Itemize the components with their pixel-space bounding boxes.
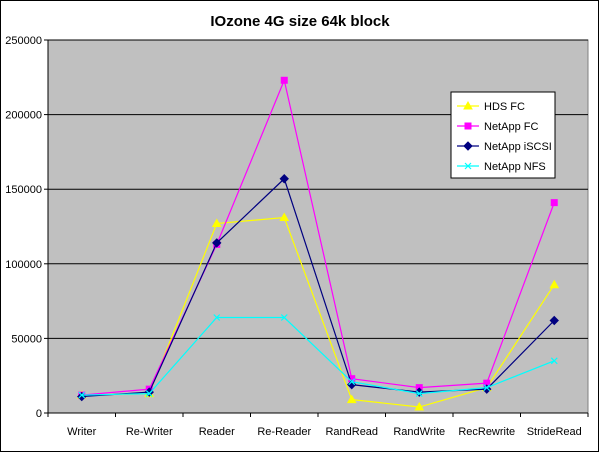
- y-tick-label: 100000: [5, 259, 42, 271]
- x-tick-label: StrideRead: [527, 426, 582, 438]
- chart-title: IOzone 4G size 64k block: [210, 13, 390, 30]
- data-point: [347, 379, 357, 390]
- data-point: [549, 279, 560, 289]
- x-tick-label: RandWrite: [393, 426, 445, 438]
- legend-marker: [464, 122, 472, 130]
- y-tick-label: 200000: [5, 110, 42, 122]
- series-line: [81, 177, 555, 398]
- series-group: [76, 76, 560, 411]
- data-point: [346, 394, 357, 404]
- legend-label: NetApp NFS: [484, 161, 546, 173]
- y-tick-label: 0: [36, 408, 42, 420]
- legend-entry: NetApp iSCSI: [457, 141, 552, 153]
- x-tick-label: Re-Reader: [257, 426, 311, 438]
- data-point: [280, 314, 288, 321]
- axes: 0 50000 100000 150000 200000 250000 Writer Re-W…: [5, 35, 589, 438]
- data-point: [280, 76, 288, 84]
- x-tick-label: RandRead: [325, 426, 378, 438]
- legend-label: NetApp iSCSI: [484, 141, 552, 153]
- data-point: [212, 238, 222, 248]
- x-tick-label: RecRewrite: [458, 426, 515, 438]
- legend-entry: HDS FC: [457, 100, 525, 113]
- legend-label: HDS FC: [484, 101, 525, 113]
- x-tick-label: Writer: [67, 426, 96, 438]
- data-point: [550, 357, 558, 365]
- data-point: [78, 391, 86, 399]
- data-point: [211, 218, 222, 228]
- data-point: [415, 390, 423, 398]
- series-netapp-nfs: [78, 314, 558, 399]
- data-point: [279, 174, 289, 184]
- data-point: [549, 315, 559, 326]
- legend-label: NetApp FC: [484, 121, 538, 133]
- legend-marker: [463, 100, 473, 110]
- y-tick-label: 50000: [11, 333, 42, 345]
- series-line: [81, 316, 555, 396]
- legend-entry: NetApp NFS: [457, 161, 546, 173]
- data-point: [483, 384, 491, 392]
- legend: HDS FC NetApp FC NetApp iSCSI NetApp NFS: [450, 91, 556, 179]
- series-line: [81, 78, 555, 396]
- data-point: [279, 212, 290, 222]
- legend-entry: NetApp FC: [457, 121, 538, 133]
- data-point: [213, 314, 221, 321]
- y-tick-label: 250000: [5, 35, 42, 47]
- legend-marker: [463, 141, 473, 151]
- data-point: [414, 402, 425, 411]
- data-point: [550, 199, 558, 207]
- legend-marker: [464, 162, 472, 170]
- data-point: [145, 390, 153, 398]
- data-point: [348, 378, 356, 386]
- x-tick-label: Re-Writer: [126, 426, 173, 438]
- x-tick-label: Reader: [199, 426, 235, 438]
- y-tick-label: 150000: [5, 184, 42, 196]
- series-netapp-iscsi: [77, 174, 559, 402]
